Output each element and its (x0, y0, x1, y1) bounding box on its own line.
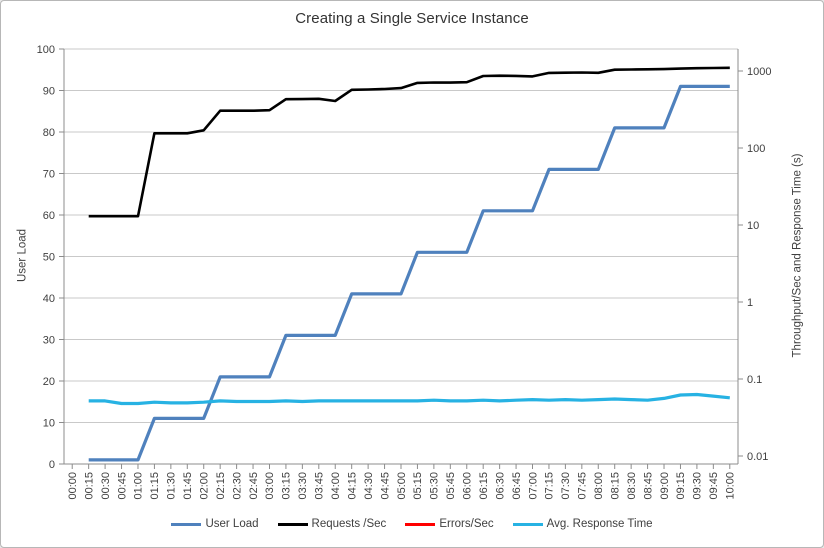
left-axis-tick-label: 100 (37, 44, 55, 56)
x-axis-tick-label: 04:15 (346, 472, 358, 500)
right-axis-title: Throughput/Sec and Response Time (s) (791, 153, 804, 358)
x-axis-tick-label: 07:45 (577, 472, 589, 500)
x-axis-tick-label: 01:45 (182, 472, 194, 500)
x-axis-tick-label: 06:15 (478, 472, 490, 500)
x-axis-tick-label: 01:15 (149, 472, 161, 500)
x-axis-tick-label: 02:15 (215, 472, 227, 500)
series-line-avg-response-time (88, 392, 730, 406)
x-axis-tick-label: 02:00 (198, 472, 210, 500)
x-axis-tick-label: 08:30 (626, 472, 638, 500)
x-axis-tick-label: 01:00 (133, 472, 145, 500)
x-axis-tick-label: 00:45 (116, 472, 128, 500)
x-axis-tick-label: 08:15 (609, 472, 621, 500)
x-axis-tick-label: 05:45 (445, 472, 457, 500)
x-axis-tick-label: 02:30 (231, 472, 243, 500)
series-line-requests-sec (88, 66, 730, 218)
legend-item-errors-sec: Errors/Sec (405, 518, 494, 530)
legend-swatch-avg-response-time (512, 522, 543, 526)
x-axis-tick-label: 07:15 (544, 472, 556, 500)
legend-label-errors-sec: Errors/Sec (439, 518, 494, 530)
left-axis-tick-label: 90 (43, 86, 55, 98)
x-axis-tick-label: 04:30 (363, 472, 375, 500)
x-axis-tick-label: 10:00 (725, 472, 737, 500)
legend-swatch-errors-sec (405, 522, 436, 526)
legend-item-requests-sec: Requests /Sec (277, 518, 387, 530)
left-axis-tick-label: 70 (43, 169, 55, 181)
right-axis-tick-label: 1 (747, 297, 753, 309)
x-axis-tick-label: 00:15 (83, 472, 95, 500)
legend-label-avg-response-time: Avg. Response Time (546, 518, 653, 530)
right-axis-tick-label: 1000 (747, 66, 771, 78)
x-axis-tick-label: 03:00 (264, 472, 276, 500)
chart-title: Creating a Single Service Instance (295, 10, 529, 27)
left-axis-tick-label: 10 (43, 418, 55, 430)
legend-swatch-requests-sec (277, 522, 308, 526)
left-axis-tick-label: 60 (43, 210, 55, 222)
x-axis-tick-label: 05:00 (396, 472, 408, 500)
legend-label-user-load: User Load (205, 518, 259, 530)
legend: User Load Requests /Sec Errors/Sec Avg. Res… (1, 513, 823, 535)
x-axis-tick-label: 06:00 (461, 472, 473, 500)
x-axis-tick-label: 03:45 (314, 472, 326, 500)
left-axis-tick-label: 0 (49, 459, 55, 471)
x-axis-tick-label: 08:00 (593, 472, 605, 500)
x-axis-tick-label: 07:30 (560, 472, 572, 500)
x-axis-tick-label: 08:45 (642, 472, 654, 500)
right-axis-tick-label: 10 (747, 220, 759, 232)
left-axis-tick-label: 80 (43, 127, 55, 139)
x-axis-tick-label: 07:00 (527, 472, 539, 500)
x-axis-tick-label: 02:45 (248, 472, 260, 500)
x-axis-tick-label: 05:15 (412, 472, 424, 500)
left-axis-tick-label: 40 (43, 293, 55, 305)
x-axis-tick-label: 01:30 (166, 472, 178, 500)
legend-label-requests-sec: Requests /Sec (311, 518, 387, 530)
right-axis-tick-label: 0.1 (747, 374, 762, 386)
legend-item-user-load: User Load (171, 518, 259, 530)
x-axis-tick-label: 09:15 (675, 472, 687, 500)
right-axis-tick-label: 0.01 (747, 451, 768, 463)
legend-swatch-user-load (171, 522, 202, 526)
x-axis-tick-label: 03:15 (281, 472, 293, 500)
x-axis-tick-label: 09:00 (659, 472, 671, 500)
x-axis-tick-label: 09:30 (692, 472, 704, 500)
right-axis-tick-label: 100 (747, 143, 765, 155)
x-axis-tick-label: 04:45 (379, 472, 391, 500)
x-axis-tick-label: 00:00 (67, 472, 79, 500)
legend-item-avg-response-time: Avg. Response Time (512, 518, 653, 530)
x-axis-tick-label: 06:30 (494, 472, 506, 500)
left-axis-tick-label: 20 (43, 376, 55, 388)
x-axis-tick-label: 05:30 (429, 472, 441, 500)
x-axis-tick-label: 04:00 (330, 472, 342, 500)
series-line-user-load (88, 84, 730, 462)
x-axis-tick-label: 06:45 (511, 472, 523, 500)
left-axis-tick-label: 30 (43, 335, 55, 347)
left-axis-tick-label: 50 (43, 252, 55, 264)
x-axis-tick-label: 03:30 (297, 472, 309, 500)
x-axis-tick-label: 09:45 (708, 472, 720, 500)
left-axis-title: User Load (16, 228, 29, 283)
x-axis-tick-label: 00:30 (100, 472, 112, 500)
